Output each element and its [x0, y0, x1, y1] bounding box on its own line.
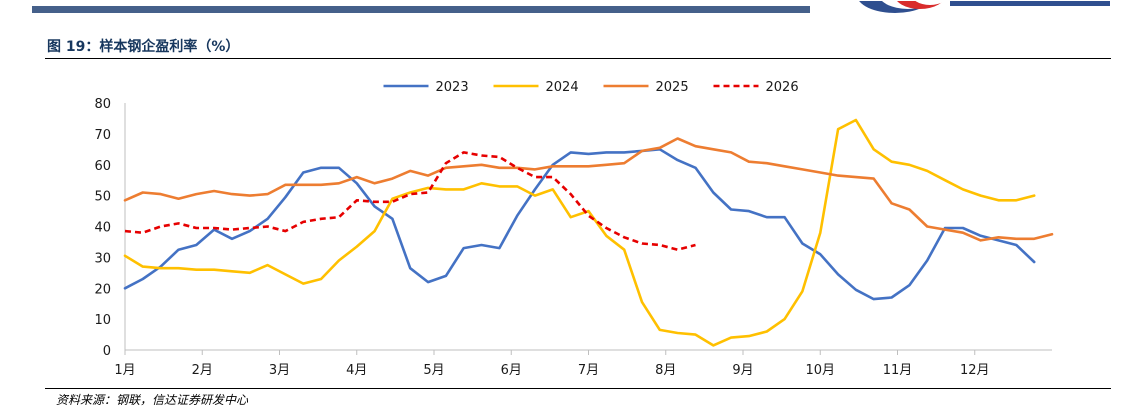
- legend-label-2023: 2023: [436, 80, 469, 95]
- header-bar: [32, 6, 810, 13]
- x-tick-label: 10月: [805, 363, 835, 378]
- x-tick-label: 6月: [501, 363, 522, 378]
- y-tick-label: 70: [94, 128, 111, 143]
- series-line-2023: [123, 148, 1036, 301]
- series-line-2024: [123, 118, 1036, 347]
- x-tick-label: 11月: [883, 363, 913, 378]
- x-tick-label: 12月: [960, 363, 990, 378]
- plot-area: [123, 118, 1054, 347]
- title-divider: [45, 58, 1111, 59]
- x-tick-label: 7月: [578, 363, 599, 378]
- y-axis: 0 10 20 30 40 50 60 70 80: [94, 97, 126, 359]
- x-tick-label: 9月: [732, 363, 753, 378]
- figure-title: 图 19：样本钢企盈利率（%）: [47, 39, 240, 55]
- source-divider: [45, 388, 1111, 389]
- series-line-2025: [123, 137, 1054, 242]
- legend-label-2026: 2026: [766, 80, 799, 95]
- legend-label-2025: 2025: [656, 80, 689, 95]
- x-tick-label: 5月: [423, 363, 444, 378]
- x-tick-label: 1月: [114, 363, 135, 378]
- source-note: 资料来源：钢联，信达证券研发中心: [56, 393, 249, 407]
- x-tick-label: 8月: [655, 363, 676, 378]
- y-tick-label: 0: [103, 344, 111, 359]
- y-tick-label: 80: [94, 97, 111, 112]
- x-axis: 1月 2月 3月 4月 5月 6月 7月 8月 9月 10月 11月 12月: [114, 349, 1052, 378]
- chart-legend: 2023 2024 2025 2026: [383, 80, 799, 95]
- series-line-2026: [124, 151, 696, 251]
- y-tick-label: 40: [94, 221, 111, 236]
- y-tick-label: 60: [94, 159, 111, 174]
- x-tick-label: 4月: [346, 363, 367, 378]
- legend-label-2024: 2024: [546, 80, 579, 95]
- report-logo: [850, 0, 1137, 14]
- y-tick-label: 20: [94, 282, 111, 297]
- x-tick-label: 3月: [269, 363, 290, 378]
- x-tick-label: 2月: [192, 363, 213, 378]
- y-tick-label: 50: [94, 190, 111, 205]
- y-tick-label: 30: [94, 251, 111, 266]
- y-tick-label: 10: [94, 313, 111, 328]
